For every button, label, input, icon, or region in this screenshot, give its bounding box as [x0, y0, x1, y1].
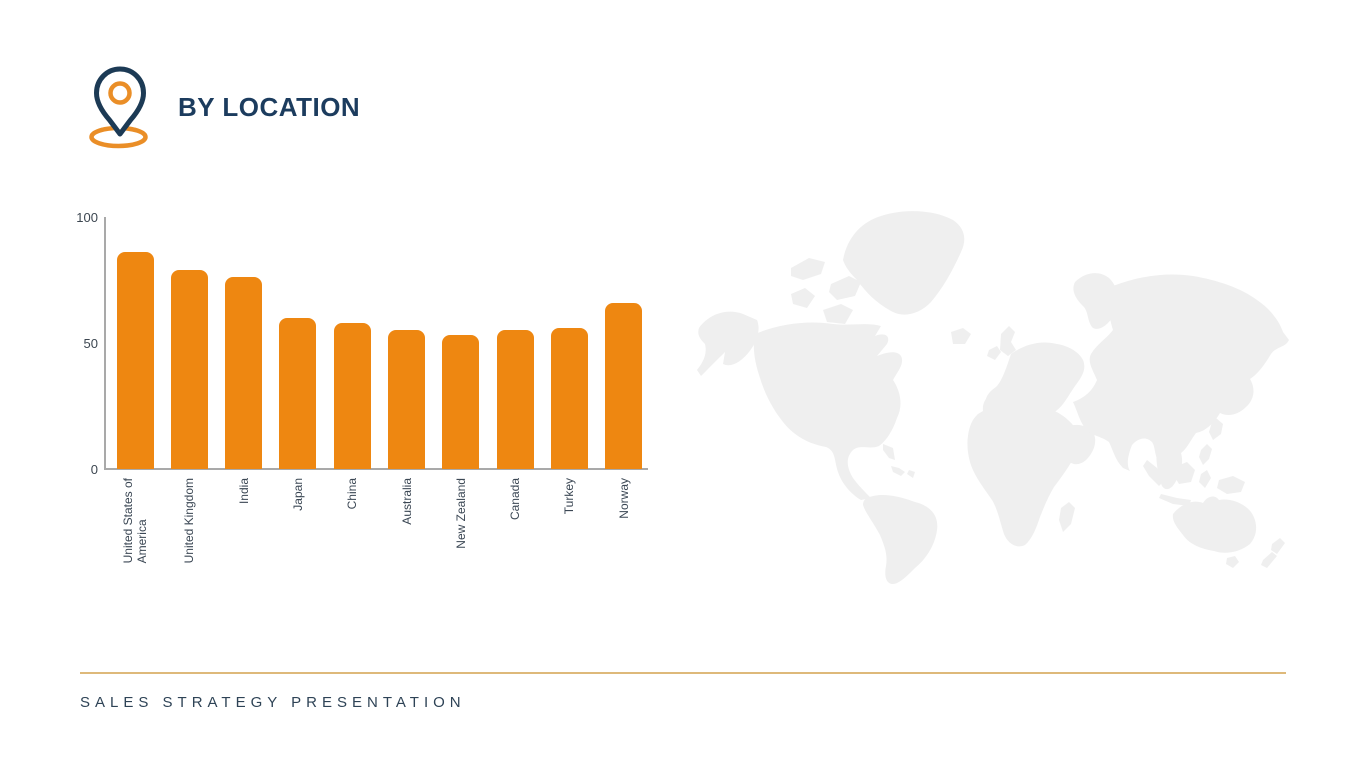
bar-4	[333, 322, 371, 469]
footer-text: SALES STRATEGY PRESENTATION	[80, 694, 466, 711]
bar-8	[550, 327, 588, 469]
bar-9	[605, 302, 643, 469]
world-map-silhouette	[697, 211, 1289, 584]
x-axis-label-5: Australia	[399, 478, 414, 525]
location-pin-icon	[89, 66, 148, 149]
y-axis-line	[104, 217, 106, 469]
y-tick-label: 0	[90, 462, 98, 477]
y-tick-label: 50	[83, 336, 98, 351]
bar-6	[442, 335, 480, 469]
x-axis-label-8: Turkey	[562, 478, 577, 515]
bar-2	[225, 277, 263, 469]
bar-7	[496, 330, 534, 469]
world-map	[697, 211, 1289, 584]
x-axis-label-0: United States of America	[121, 478, 149, 564]
x-axis-label-6: New Zealand	[453, 478, 468, 549]
pin-inner-ring	[108, 81, 132, 105]
x-axis-label-3: Japan	[290, 478, 305, 511]
y-tick-label: 100	[76, 210, 98, 225]
bar-5	[388, 330, 425, 469]
x-axis-line	[104, 468, 648, 470]
x-axis-label-9: Norway	[616, 478, 631, 519]
bar-1	[170, 269, 208, 469]
footer-divider-line	[80, 672, 1286, 674]
x-axis-label-1: United Kingdom	[182, 478, 197, 564]
x-axis-label-7: Canada	[508, 478, 523, 521]
page-title: BY LOCATION	[178, 92, 361, 122]
x-axis-label-4: China	[345, 478, 360, 510]
x-axis-label-2: India	[236, 478, 251, 505]
bar-3	[279, 317, 317, 469]
bar-chart-plot	[104, 217, 656, 469]
bar-0	[116, 252, 154, 469]
